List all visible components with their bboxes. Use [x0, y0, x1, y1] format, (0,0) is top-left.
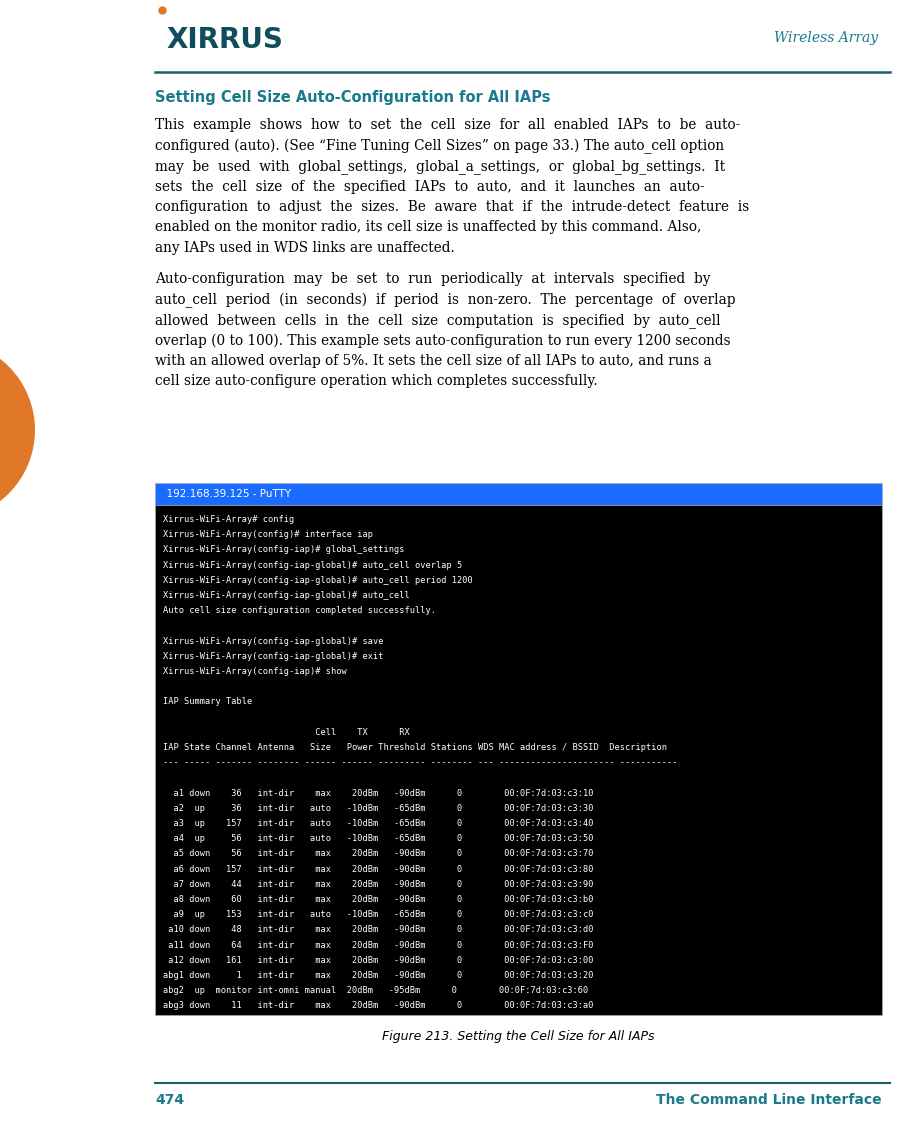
Text: IAP State Channel Antenna   Size   Power Threshold Stations WDS MAC address / BS: IAP State Channel Antenna Size Power Thr… — [163, 743, 666, 752]
Text: cell size auto-configure operation which completes successfully.: cell size auto-configure operation which… — [154, 375, 597, 389]
Text: The Command Line Interface: The Command Line Interface — [656, 1093, 881, 1107]
Bar — [154, 483, 881, 505]
Text: a9  up    153   int-dir   auto   -10dBm   -65dBm      0        00:0F:7d:03:c3:c0: a9 up 153 int-dir auto -10dBm -65dBm 0 0… — [163, 910, 593, 919]
Text: allowed  between  cells  in  the  cell  size  computation  is  specified  by  au: allowed between cells in the cell size c… — [154, 313, 720, 327]
Text: overlap (0 to 100). This example sets auto-configuration to run every 1200 secon: overlap (0 to 100). This example sets au… — [154, 333, 730, 348]
Text: Xirrus-WiFi-Array(config-iap-global)# exit: Xirrus-WiFi-Array(config-iap-global)# ex… — [163, 651, 383, 661]
Text: a11 down    64   int-dir    max    20dBm   -90dBm      0        00:0F:7d:03:c3:F: a11 down 64 int-dir max 20dBm -90dBm 0 0… — [163, 940, 593, 949]
Text: abg2  up  monitor int-omni manual  20dBm   -95dBm      0        00:0F:7d:03:c3:6: abg2 up monitor int-omni manual 20dBm -9… — [163, 986, 588, 995]
Text: configured (auto). (See “Fine Tuning Cell Sizes” on page 33.) The auto_cell opti: configured (auto). (See “Fine Tuning Cel… — [154, 138, 723, 154]
Text: XIRRUS: XIRRUS — [166, 26, 284, 54]
Text: Xirrus-WiFi-Array(config-iap)# global_settings: Xirrus-WiFi-Array(config-iap)# global_se… — [163, 545, 404, 554]
Text: a10 down    48   int-dir    max    20dBm   -90dBm      0        00:0F:7d:03:c3:d: a10 down 48 int-dir max 20dBm -90dBm 0 0… — [163, 926, 593, 935]
Text: Setting Cell Size Auto-Configuration for All IAPs: Setting Cell Size Auto-Configuration for… — [154, 90, 550, 105]
Circle shape — [0, 340, 35, 520]
Text: auto_cell  period  (in  seconds)  if  period  is  non-zero.  The  percentage  of: auto_cell period (in seconds) if period … — [154, 292, 735, 308]
Text: enabled on the monitor radio, its cell size is unaffected by this command. Also,: enabled on the monitor radio, its cell s… — [154, 221, 701, 235]
Text: configuration  to  adjust  the  sizes.  Be  aware  that  if  the  intrude-detect: configuration to adjust the sizes. Be aw… — [154, 201, 749, 214]
Text: a5 down    56   int-dir    max    20dBm   -90dBm      0        00:0F:7d:03:c3:70: a5 down 56 int-dir max 20dBm -90dBm 0 00… — [163, 850, 593, 859]
Bar — [154, 505, 881, 1015]
Text: 474: 474 — [154, 1093, 184, 1107]
Text: may  be  used  with  global_settings,  global_a_settings,  or  global_bg_setting: may be used with global_settings, global… — [154, 159, 724, 173]
Text: abg3 down    11   int-dir    max    20dBm   -90dBm      0        00:0F:7d:03:c3:: abg3 down 11 int-dir max 20dBm -90dBm 0 … — [163, 1002, 593, 1011]
Text: Xirrus-WiFi-Array(config-iap)# show: Xirrus-WiFi-Array(config-iap)# show — [163, 667, 347, 676]
Text: This  example  shows  how  to  set  the  cell  size  for  all  enabled  IAPs  to: This example shows how to set the cell s… — [154, 118, 740, 133]
Text: a6 down   157   int-dir    max    20dBm   -90dBm      0        00:0F:7d:03:c3:80: a6 down 157 int-dir max 20dBm -90dBm 0 0… — [163, 864, 593, 874]
Text: Cell    TX      RX: Cell TX RX — [163, 727, 409, 736]
Text: Xirrus-WiFi-Array(config-iap-global)# auto_cell overlap 5: Xirrus-WiFi-Array(config-iap-global)# au… — [163, 561, 461, 570]
Text: with an allowed overlap of 5%. It sets the cell size of all IAPs to auto, and ru: with an allowed overlap of 5%. It sets t… — [154, 353, 711, 368]
Text: Wireless Array: Wireless Array — [773, 31, 877, 45]
Text: a3  up    157   int-dir   auto   -10dBm   -65dBm      0        00:0F:7d:03:c3:40: a3 up 157 int-dir auto -10dBm -65dBm 0 0… — [163, 819, 593, 828]
Text: a8 down    60   int-dir    max    20dBm   -90dBm      0        00:0F:7d:03:c3:b0: a8 down 60 int-dir max 20dBm -90dBm 0 00… — [163, 895, 593, 904]
Text: abg1 down     1   int-dir    max    20dBm   -90dBm      0        00:0F:7d:03:c3:: abg1 down 1 int-dir max 20dBm -90dBm 0 0… — [163, 971, 593, 980]
Text: --- ----- ------- -------- ------ ------ --------- -------- --- ----------------: --- ----- ------- -------- ------ ------… — [163, 758, 676, 767]
Text: Figure 213. Setting the Cell Size for All IAPs: Figure 213. Setting the Cell Size for Al… — [381, 1030, 654, 1043]
Text: Xirrus-WiFi-Array(config-iap-global)# save: Xirrus-WiFi-Array(config-iap-global)# sa… — [163, 637, 383, 646]
Text: sets  the  cell  size  of  the  specified  IAPs  to  auto,  and  it  launches  a: sets the cell size of the specified IAPs… — [154, 179, 703, 194]
Text: Auto-configuration  may  be  set  to  run  periodically  at  intervals  specifie: Auto-configuration may be set to run per… — [154, 272, 710, 286]
Text: a12 down   161   int-dir    max    20dBm   -90dBm      0        00:0F:7d:03:c3:0: a12 down 161 int-dir max 20dBm -90dBm 0 … — [163, 956, 593, 965]
Text: a2  up     36   int-dir   auto   -10dBm   -65dBm      0        00:0F:7d:03:c3:30: a2 up 36 int-dir auto -10dBm -65dBm 0 00… — [163, 803, 593, 812]
Text: a7 down    44   int-dir    max    20dBm   -90dBm      0        00:0F:7d:03:c3:90: a7 down 44 int-dir max 20dBm -90dBm 0 00… — [163, 880, 593, 888]
Text: 192.168.39.125 - PuTTY: 192.168.39.125 - PuTTY — [160, 489, 291, 499]
Text: IAP Summary Table: IAP Summary Table — [163, 698, 252, 706]
Text: Xirrus-WiFi-Array(config-iap-global)# auto_cell period 1200: Xirrus-WiFi-Array(config-iap-global)# au… — [163, 576, 472, 585]
Text: a1 down    36   int-dir    max    20dBm   -90dBm      0        00:0F:7d:03:c3:10: a1 down 36 int-dir max 20dBm -90dBm 0 00… — [163, 789, 593, 798]
Text: Xirrus-WiFi-Array# config: Xirrus-WiFi-Array# config — [163, 516, 293, 523]
Text: a4  up     56   int-dir   auto   -10dBm   -65dBm      0        00:0F:7d:03:c3:50: a4 up 56 int-dir auto -10dBm -65dBm 0 00… — [163, 834, 593, 843]
Text: any IAPs used in WDS links are unaffected.: any IAPs used in WDS links are unaffecte… — [154, 241, 454, 255]
Text: Xirrus-WiFi-Array(config-iap-global)# auto_cell: Xirrus-WiFi-Array(config-iap-global)# au… — [163, 591, 409, 600]
Text: Auto cell size configuration completed successfully.: Auto cell size configuration completed s… — [163, 606, 435, 615]
Text: Xirrus-WiFi-Array(config)# interface iap: Xirrus-WiFi-Array(config)# interface iap — [163, 530, 373, 539]
